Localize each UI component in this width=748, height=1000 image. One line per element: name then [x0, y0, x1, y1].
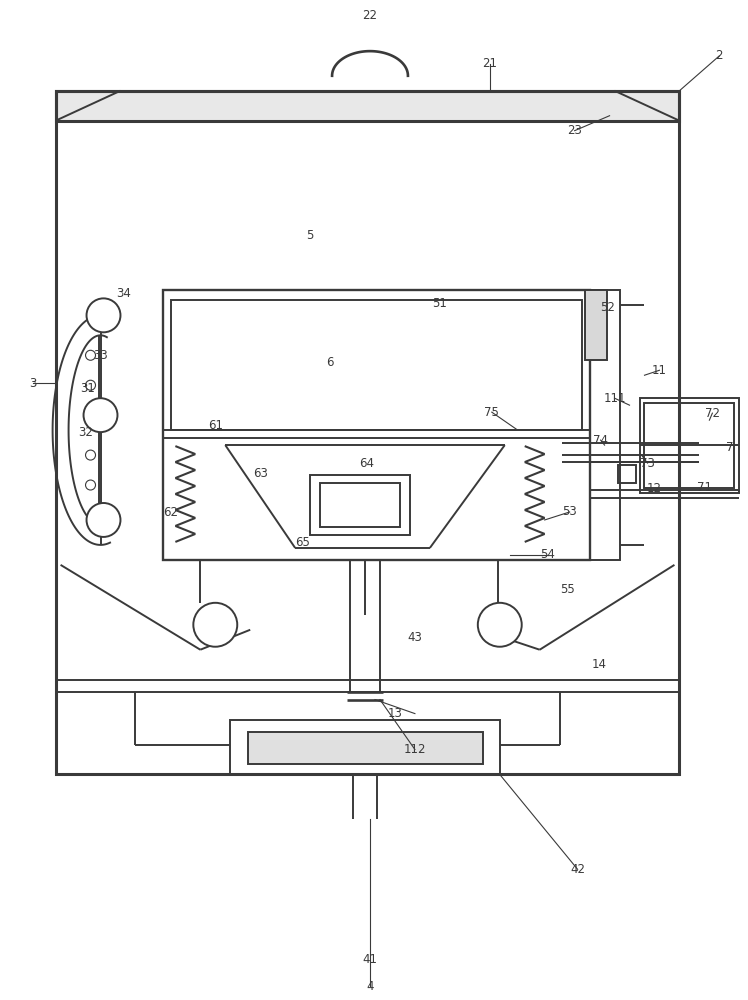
Bar	[310, 475, 410, 535]
Text: 51: 51	[432, 297, 447, 310]
Text: 52: 52	[600, 301, 615, 314]
Text: 74: 74	[593, 434, 608, 447]
Text: 42: 42	[570, 863, 585, 876]
Bar	[163, 290, 589, 560]
Bar	[589, 290, 619, 560]
Bar	[171, 300, 582, 430]
Circle shape	[85, 450, 96, 460]
Text: 14: 14	[592, 658, 607, 671]
Bar	[320, 483, 400, 527]
Text: 23: 23	[567, 124, 582, 137]
Circle shape	[193, 603, 237, 647]
Text: 13: 13	[387, 707, 402, 720]
Bar	[640, 398, 739, 493]
Text: 22: 22	[363, 9, 378, 22]
Text: 72: 72	[705, 407, 720, 420]
Text: 21: 21	[482, 57, 497, 70]
Circle shape	[87, 503, 120, 537]
Text: 61: 61	[208, 419, 223, 432]
Text: 2: 2	[716, 49, 723, 62]
Text: 62: 62	[163, 506, 178, 519]
Bar	[55, 91, 679, 774]
Text: 7: 7	[726, 441, 733, 454]
Text: 5: 5	[307, 229, 314, 242]
Text: 41: 41	[363, 953, 378, 966]
Text: 55: 55	[560, 583, 575, 596]
Bar	[585, 290, 607, 360]
Text: 53: 53	[562, 505, 577, 518]
Bar	[618, 465, 636, 483]
Text: 6: 6	[326, 356, 334, 369]
Bar	[230, 720, 500, 774]
Text: 111: 111	[604, 392, 626, 405]
Text: 73: 73	[640, 457, 655, 470]
Text: 54: 54	[540, 548, 555, 561]
Text: 43: 43	[408, 631, 423, 644]
Text: 4: 4	[367, 980, 374, 993]
Text: 112: 112	[404, 743, 426, 756]
Text: 64: 64	[360, 457, 375, 470]
Circle shape	[85, 480, 96, 490]
Bar	[645, 403, 735, 488]
Text: 71: 71	[697, 481, 712, 494]
Text: 3: 3	[29, 377, 37, 390]
Bar	[55, 91, 679, 121]
Text: 63: 63	[253, 467, 268, 480]
Text: 75: 75	[485, 406, 499, 419]
Text: 34: 34	[116, 287, 131, 300]
Text: 12: 12	[647, 482, 662, 495]
Circle shape	[87, 298, 120, 332]
Circle shape	[85, 350, 96, 360]
Bar	[248, 732, 482, 764]
Text: 11: 11	[652, 364, 667, 377]
Text: 33: 33	[94, 349, 108, 362]
Circle shape	[84, 398, 117, 432]
Text: 65: 65	[295, 536, 310, 549]
Text: 31: 31	[80, 382, 95, 395]
Circle shape	[478, 603, 521, 647]
Circle shape	[85, 380, 96, 390]
Text: 32: 32	[78, 426, 93, 439]
